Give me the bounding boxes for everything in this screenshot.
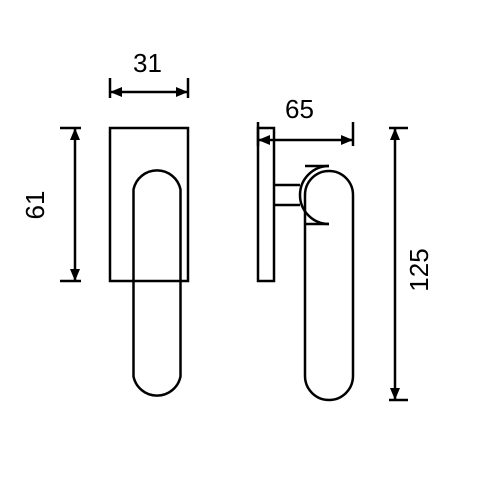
dimension-31: 31 xyxy=(133,48,162,78)
side-plate xyxy=(258,128,274,281)
technical-drawing: 31 65 61 125 xyxy=(0,0,500,500)
front-escutcheon xyxy=(110,128,188,281)
side-handle xyxy=(305,171,353,400)
dimension-61: 61 xyxy=(20,191,50,220)
dimension-65: 65 xyxy=(285,94,314,124)
dimension-125: 125 xyxy=(404,248,434,291)
front-handle xyxy=(134,170,181,395)
